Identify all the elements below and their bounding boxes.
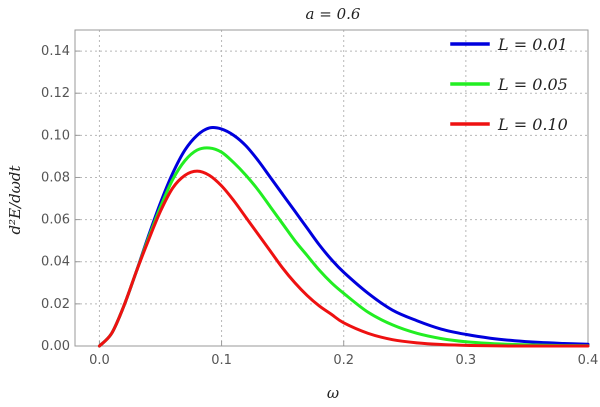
x-tick-label: 0.2 [333, 353, 354, 368]
plot-frame [74, 29, 589, 347]
y-axis-label: d²E/dωdt [6, 164, 24, 234]
y-tick-label: 0.12 [41, 86, 70, 101]
series-line-2 [97, 146, 590, 348]
y-tick-label: 0.04 [41, 255, 70, 270]
y-tick-label: 0.02 [41, 297, 70, 312]
x-axis-label: ω [327, 384, 339, 402]
y-tick-label: 0.08 [41, 170, 70, 185]
series-line-1 [97, 126, 590, 348]
y-tick-label: 0.14 [41, 44, 70, 59]
chart-title: a = 0.6 [306, 5, 361, 23]
x-tick-label: 0.1 [211, 353, 232, 368]
axis-ticks: 0.0 0.1 0.2 0.3 0.4 0.00 0.02 0.04 0.06 0.08 0.10 0… [41, 44, 598, 368]
legend-label-2: L = 0.05 [497, 75, 568, 94]
y-tick-label: 0.10 [41, 128, 70, 143]
series-lines [97, 126, 590, 348]
x-tick-label: 0.3 [456, 353, 477, 368]
y-tick-label: 0.00 [41, 339, 70, 354]
x-tick-label: 0.4 [578, 353, 599, 368]
legend: L = 0.01 L = 0.05 L = 0.10 [450, 35, 568, 134]
x-tick-label: 0.0 [89, 353, 110, 368]
series-line-3 [97, 169, 590, 348]
legend-label-3: L = 0.10 [497, 115, 568, 134]
y-tick-label: 0.06 [41, 213, 70, 228]
legend-label-1: L = 0.01 [497, 35, 568, 54]
